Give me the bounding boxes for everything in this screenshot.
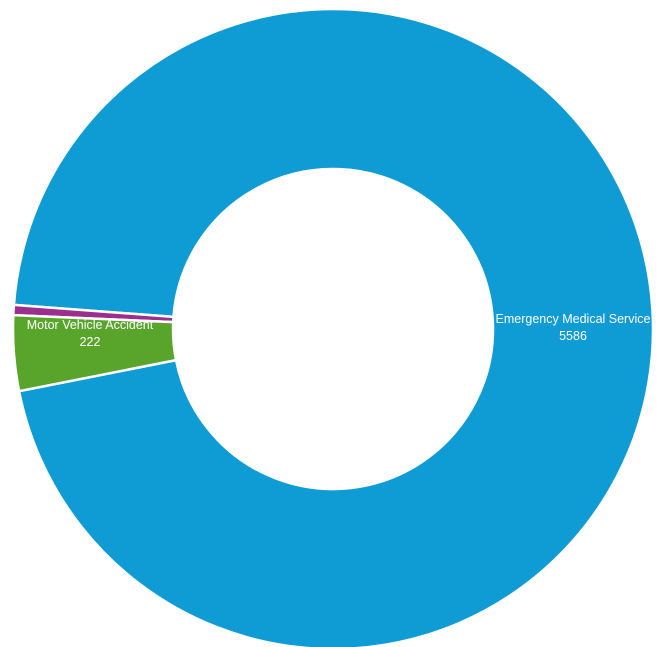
donut-slices <box>11 7 655 647</box>
slice-label-value: 5586 <box>559 329 587 343</box>
slice-labels: Emergency Medical Service 5586 Motor Vehic… <box>27 312 651 349</box>
slice-label-category: Emergency Medical Service <box>496 312 651 326</box>
donut-slice-motor-vehicle-accident <box>11 313 178 393</box>
slice-label-category: Motor Vehicle Accident <box>27 318 154 332</box>
slice-label-value: 222 <box>80 335 101 349</box>
slice-label-emergency-medical-service: Emergency Medical Service 5586 <box>496 312 651 343</box>
donut-slice-emergency-medical-service <box>12 7 655 647</box>
slice-label-motor-vehicle-accident: Motor Vehicle Accident 222 <box>27 318 154 349</box>
